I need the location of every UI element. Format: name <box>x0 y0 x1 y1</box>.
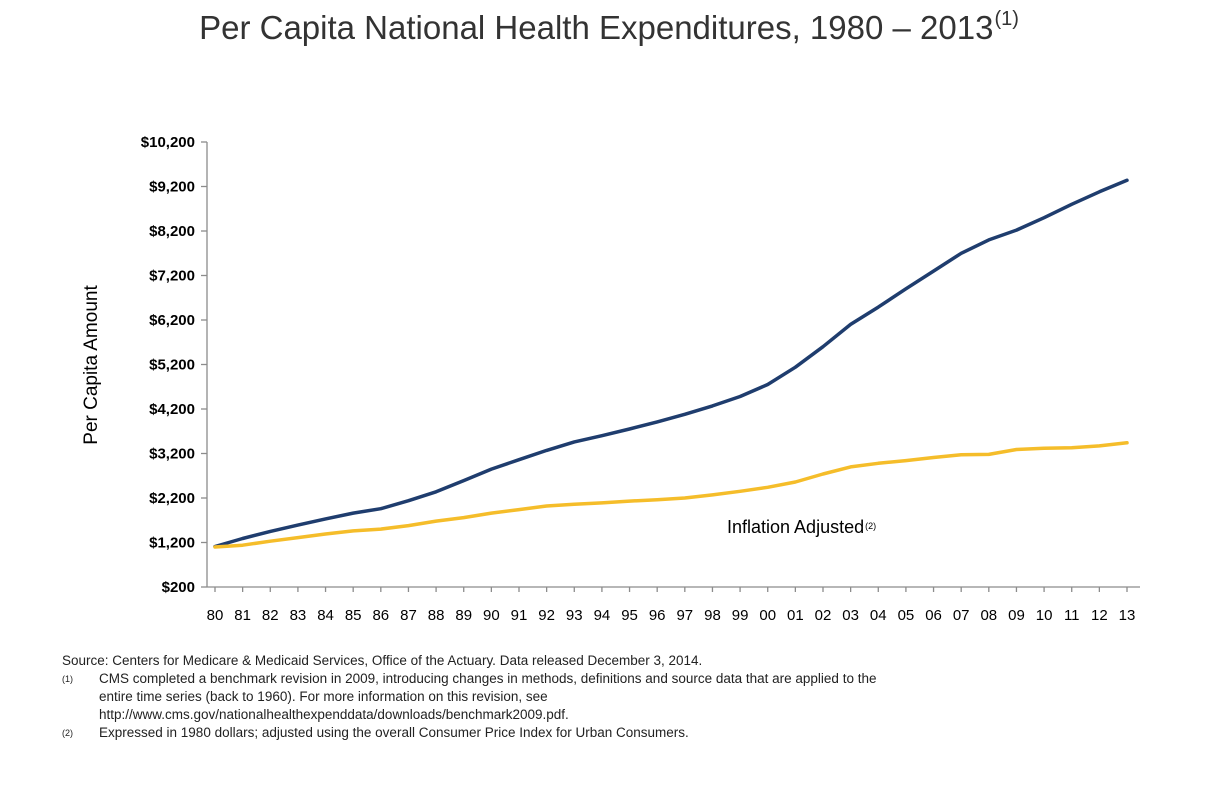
x-tick-label: 06 <box>925 607 942 624</box>
y-axis: $200 $1,200 $2,200 $3,200 $4,200 $5,200 $6,200… <box>141 134 208 596</box>
x-tick-label: 01 <box>787 607 804 624</box>
x-tick-label: 08 <box>980 607 997 624</box>
x-tick-label: 87 <box>400 607 417 624</box>
x-tick-label: 82 <box>262 607 279 624</box>
x-tick-label: 00 <box>759 607 776 624</box>
chart-title-footnote: (1) <box>994 8 1019 30</box>
x-tick-label: 86 <box>372 607 389 624</box>
x-tick-label: 97 <box>676 607 693 624</box>
x-tick-label: 02 <box>815 607 832 624</box>
x-tick-label: 05 <box>898 607 915 624</box>
y-tick-label: $6,200 <box>149 312 195 329</box>
nominal-expenditure-line <box>213 178 1129 549</box>
x-tick-label: 10 <box>1036 607 1053 624</box>
annotation-label: Inflation Adjusted <box>727 517 864 537</box>
footnote-1-link[interactable]: http://www.cms.gov/nationalhealthexpendd… <box>99 707 569 722</box>
x-tick-label: 89 <box>455 607 472 624</box>
x-tick-label: 96 <box>649 607 666 624</box>
chart-title-text: Per Capita National Health Expenditures,… <box>199 9 994 46</box>
x-tick-label: 93 <box>566 607 583 624</box>
footnote-2: (2) Expressed in 1980 dollars; adjusted … <box>62 724 1182 742</box>
x-tick-label: 09 <box>1008 607 1025 624</box>
footnote-1-line-2: entire time series (back to 1960). For m… <box>99 689 548 704</box>
x-tick-label: 83 <box>290 607 307 624</box>
footnote-1: (1) CMS completed a benchmark revision i… <box>62 670 1182 724</box>
footnote-1-line-1: CMS completed a benchmark revision in 20… <box>99 671 877 686</box>
inflation-adjusted-line <box>213 441 1129 549</box>
footnote-2-mark: (2) <box>62 728 73 738</box>
x-tick-label: 90 <box>483 607 500 624</box>
x-tick-label: 81 <box>234 607 251 624</box>
y-tick-label: $10,200 <box>141 134 195 151</box>
series-lines <box>213 178 1129 549</box>
x-tick-label: 04 <box>870 607 887 624</box>
x-tick-label: 07 <box>953 607 970 624</box>
x-tick-label: 13 <box>1119 607 1136 624</box>
x-tick-label: 92 <box>538 607 555 624</box>
chart-title: Per Capita National Health Expenditures,… <box>0 8 1218 47</box>
y-tick-label: $2,200 <box>149 490 195 507</box>
y-tick-label: $7,200 <box>149 268 195 285</box>
footnote-2-text: Expressed in 1980 dollars; adjusted usin… <box>99 725 689 740</box>
x-tick-label: 88 <box>428 607 445 624</box>
x-tick-label: 85 <box>345 607 362 624</box>
x-tick-label: 12 <box>1091 607 1108 624</box>
footnote-1-mark: (1) <box>62 674 73 684</box>
x-tick-label: 95 <box>621 607 638 624</box>
chart-notes: Source: Centers for Medicare & Medicaid … <box>62 652 1182 742</box>
line-chart: $200 $1,200 $2,200 $3,200 $4,200 $5,200 $6,200… <box>81 134 1140 624</box>
x-tick-label: 84 <box>317 607 334 624</box>
y-tick-label: $4,200 <box>149 401 195 418</box>
x-tick-label: 03 <box>842 607 859 624</box>
y-tick-label: $9,200 <box>149 179 195 196</box>
x-tick-label: 94 <box>594 607 611 624</box>
x-tick-label: 11 <box>1064 607 1080 624</box>
y-axis-label: Per Capita Amount <box>81 285 102 445</box>
x-tick-label: 91 <box>511 607 528 624</box>
x-tick-label: 99 <box>732 607 749 624</box>
y-tick-label: $1,200 <box>149 535 195 552</box>
annotation-footnote: (2) <box>865 521 876 531</box>
source-note: Source: Centers for Medicare & Medicaid … <box>62 653 703 668</box>
x-tick-label: 80 <box>207 607 224 624</box>
y-tick-label: $8,200 <box>149 223 195 240</box>
y-tick-label: $200 <box>162 579 195 596</box>
y-tick-label: $5,200 <box>149 357 195 374</box>
x-axis: 80 81 82 83 84 85 86 87 88 89 90 91 92 93 94 95 96 97 98 99… <box>207 586 1140 624</box>
x-tick-label: 98 <box>704 607 721 624</box>
y-tick-label: $3,200 <box>149 446 195 463</box>
inflation-adjusted-annotation: Inflation Adjusted(2) <box>727 517 876 537</box>
